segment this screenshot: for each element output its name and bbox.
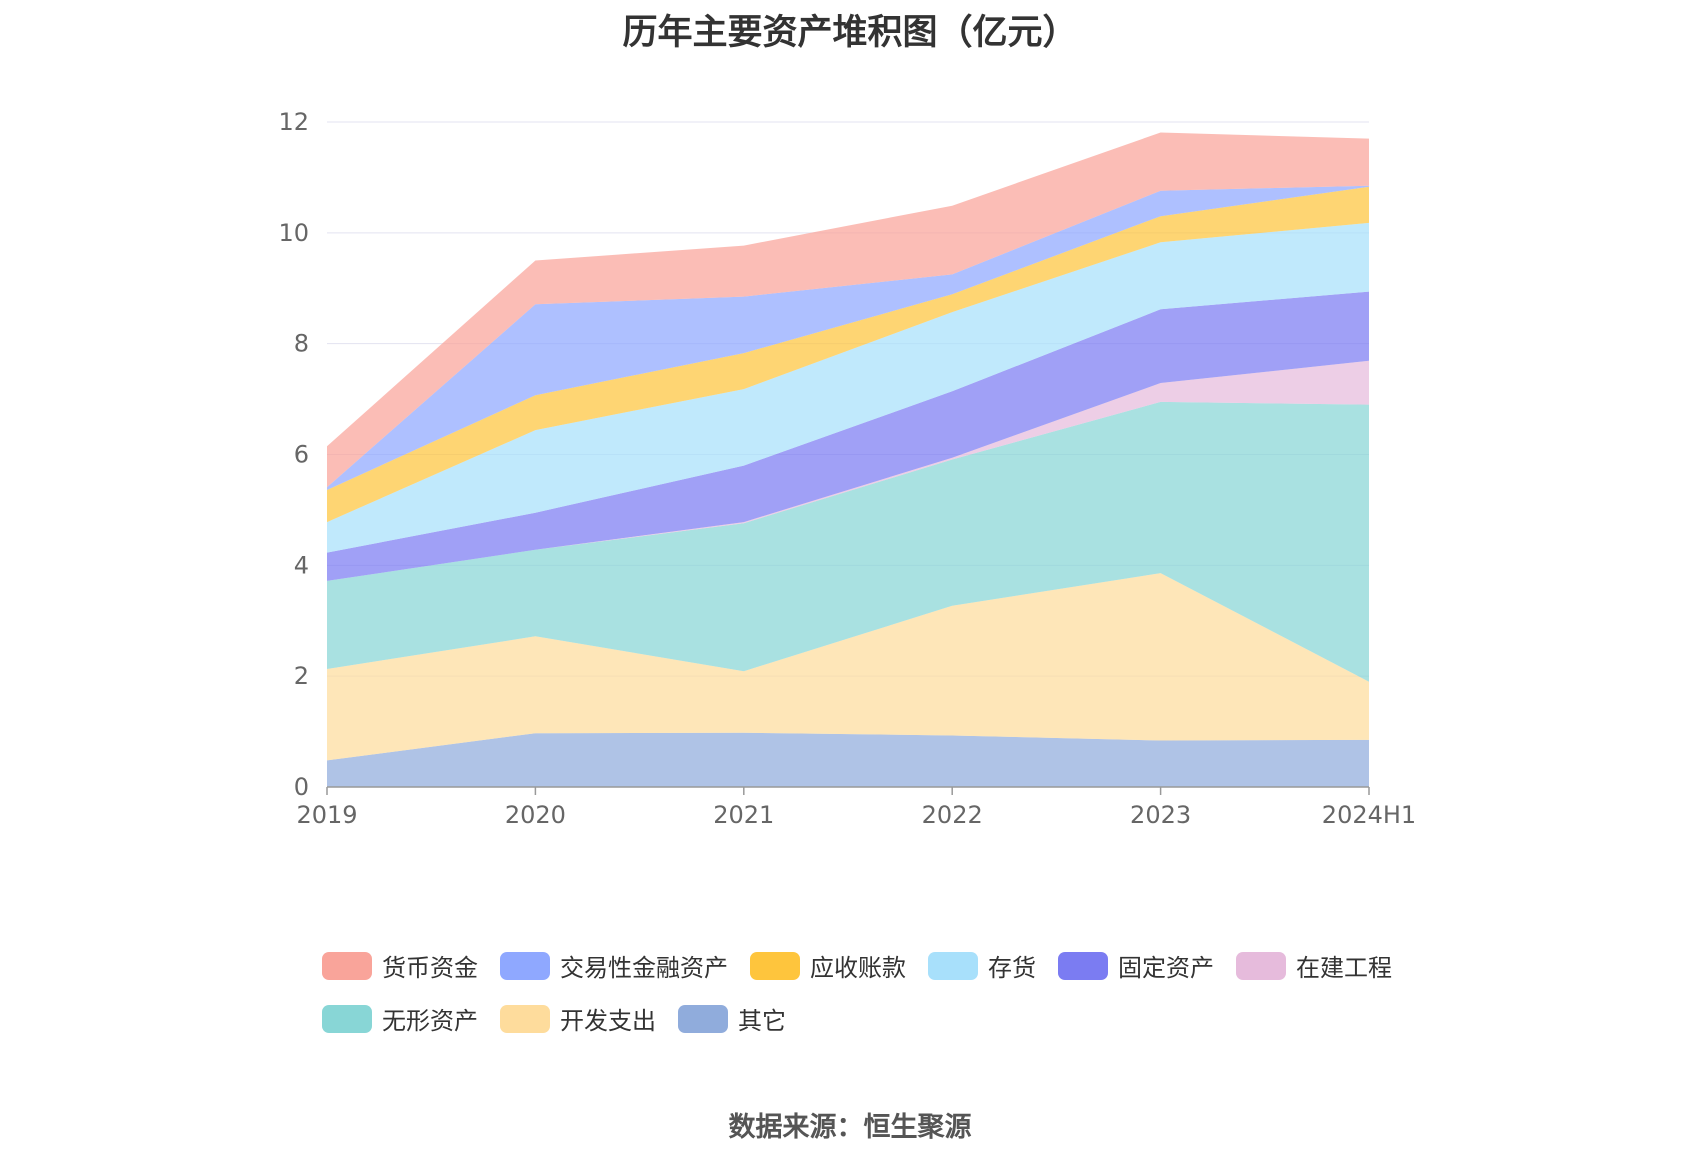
- legend-item[interactable]: 其它: [678, 1001, 786, 1036]
- legend-item[interactable]: 应收账款: [750, 948, 906, 983]
- legend-label: 其它: [738, 1007, 786, 1035]
- legend-label: 无形资产: [382, 1007, 478, 1035]
- x-tick-label: 2024H1: [1322, 801, 1416, 829]
- x-tick-label: 2023: [1130, 801, 1191, 829]
- legend-swatch: [678, 1004, 728, 1033]
- x-tick-label: 2022: [922, 801, 983, 829]
- legend-item[interactable]: 存货: [928, 948, 1036, 983]
- legend-item[interactable]: 固定资产: [1058, 948, 1214, 983]
- area-series-3: [327, 360, 1369, 581]
- y-tick-label: 2: [294, 662, 309, 690]
- area-series-8: [327, 132, 1369, 488]
- area-series-layer: [327, 132, 1369, 787]
- legend-swatch: [750, 951, 800, 980]
- legend-label: 在建工程: [1296, 954, 1392, 982]
- legend-item[interactable]: 交易性金融资产: [500, 948, 728, 983]
- legend-label: 应收账款: [810, 954, 906, 982]
- area-series-4: [327, 291, 1369, 581]
- legend-label: 开发支出: [560, 1007, 656, 1035]
- area-series-5: [327, 222, 1369, 553]
- legend-row: 无形资产 开发支出 其它: [322, 1001, 1442, 1036]
- x-tick-label: 2019: [296, 801, 357, 829]
- legend-swatch: [928, 951, 978, 980]
- legend-swatch: [500, 951, 550, 980]
- axes: 0 2 4 6 8 10 12 2019 2020 2021 2022 2023 2024H1: [278, 108, 1416, 829]
- legend-swatch: [322, 1004, 372, 1033]
- legend-label: 存货: [988, 954, 1036, 982]
- legend-label: 交易性金融资产: [560, 954, 728, 982]
- legend-label: 货币资金: [382, 954, 478, 982]
- y-tick-label: 4: [294, 551, 309, 579]
- legend-item[interactable]: 货币资金: [322, 948, 478, 983]
- area-series-0: [327, 732, 1369, 787]
- source-note: 数据来源：恒生聚源: [728, 1112, 972, 1143]
- legend-swatch: [322, 951, 372, 980]
- legend-swatch: [500, 1004, 550, 1033]
- area-series-7: [327, 185, 1369, 490]
- chart-title: 历年主要资产堆积图（亿元）: [622, 13, 1078, 53]
- x-tick-label: 2020: [505, 801, 566, 829]
- y-tick-label: 12: [278, 108, 309, 136]
- area-series-2: [327, 401, 1369, 682]
- legend: 货币资金 交易性金融资产 应收账款 存货 固定资产 在建工程无形资产 开发支出 其它: [322, 948, 1442, 1054]
- legend-swatch: [1236, 951, 1286, 980]
- y-tick-label: 6: [294, 441, 309, 469]
- y-tick-label: 0: [294, 773, 309, 801]
- legend-swatch: [1058, 951, 1108, 980]
- legend-item[interactable]: 无形资产: [322, 1001, 478, 1036]
- stacked-area-chart: 0 2 4 6 8 10 12 2019 2020 2021 2022 2023 2024H1: [278, 108, 1416, 829]
- area-series-1: [327, 573, 1369, 761]
- legend-row: 货币资金 交易性金融资产 应收账款 存货 固定资产 在建工程: [322, 948, 1442, 983]
- area-series-6: [327, 186, 1369, 523]
- x-tick-label: 2021: [713, 801, 774, 829]
- legend-item[interactable]: 开发支出: [500, 1001, 656, 1036]
- y-tick-label: 8: [294, 330, 309, 358]
- legend-item[interactable]: 在建工程: [1236, 948, 1392, 983]
- legend-label: 固定资产: [1118, 954, 1214, 982]
- y-tick-label: 10: [278, 219, 309, 247]
